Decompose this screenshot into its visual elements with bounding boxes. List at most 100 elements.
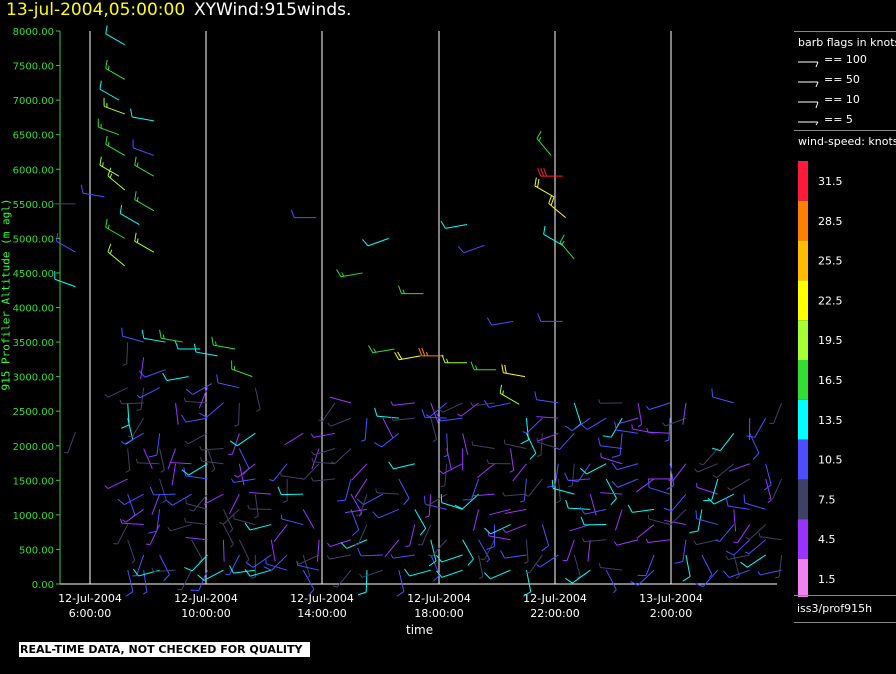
speed-legend-title: wind-speed: knots [798,135,896,148]
barb-flag [374,442,382,448]
y-tick-label: 1000.00 [13,511,54,522]
wind-barb-lower [329,396,352,404]
wind-barb [543,233,563,246]
wind-barb [134,199,155,212]
wind-barb [166,376,189,381]
barb-half-flag [183,397,186,402]
colorbar-swatch [798,280,808,321]
barb-flag [105,218,108,228]
barb-flag [308,589,315,597]
wind-barb-lower [637,402,643,425]
wind-barb-lower [124,493,144,506]
wind-barb-lower [430,417,438,440]
wind-barb-lower [398,570,405,592]
barb-flag [130,108,133,118]
wind-barb-lower [238,448,250,469]
wind-barb-lower [525,539,529,562]
barb-half-flag [230,543,234,548]
wind-barb-lower [169,461,192,465]
wind-barb-lower [702,448,719,466]
barb-legend-label: == 5 [824,113,853,126]
wind-barb-lower [737,524,751,544]
wind-barb-lower [584,539,607,543]
wind-barb-lower [344,478,352,501]
y-tick-label: 8000.00 [13,27,54,38]
barb-half-flag [136,196,139,202]
legend-separator-top [794,31,896,32]
colorbar-swatch [798,479,808,520]
wind-barb-lower [512,463,527,482]
colorbar-label: 22.5 [818,294,843,307]
wind-barb-lower [131,417,145,438]
barb-flag [163,574,170,582]
wind-barb-lower [350,509,360,531]
wind-barb-lower [712,396,734,404]
barb-half-flag [125,469,130,473]
wind-barb-lower [525,418,529,441]
wind-barb-lower [198,387,208,409]
wind-barb-lower [728,569,750,578]
barb-half-flag [432,438,437,443]
barb-half-flag [439,470,444,475]
wind-barb-lower [477,463,495,478]
barb-flag [357,591,367,596]
barb-half-flag [525,571,530,574]
quality-disclaimer: REAL-TIME DATA, NOT CHECKED FOR QUALITY [19,642,311,657]
barb-flag [743,494,746,504]
barb-flag [134,191,137,200]
barb-flag [689,530,699,534]
legend-separator-mid [794,130,896,131]
x-tick-date: 12-Jul-2004 [174,592,238,605]
barb-half-flag [327,422,331,427]
wind-barb-lower [222,508,240,525]
barb-flag [372,511,379,519]
barb-half-flag [774,576,780,579]
barb-flag [550,197,555,206]
wind-barb-lower [121,402,144,405]
wind-barb [99,164,120,177]
wind-barb-lower [364,418,368,441]
barb-flag [540,167,545,177]
barb-half-flag [568,485,573,488]
wind-barb [398,355,421,361]
wind-barb-lower [672,463,687,482]
wind-barb [99,88,120,101]
wind-barb-lower [462,433,469,455]
wind-barb-lower [336,569,352,588]
barb-half-flag [299,477,305,481]
wind-barb-lower [222,524,234,545]
wind-barb-lower [298,554,320,565]
x-tick-time: 10:00:00 [181,607,230,620]
wind-barb-lower [203,569,224,581]
wind-barb-lower [249,491,272,495]
barb-flag [216,374,219,383]
wind-barb-lower [760,569,782,576]
wind-barb-lower [107,387,128,398]
wind-barb-lower [414,509,427,529]
barb-half-flag [767,499,772,504]
barb-half-flag [310,477,314,482]
barb-half-flag [425,414,430,418]
wind-barb-lower [175,402,179,425]
wind-barb [499,392,520,405]
barb-flag [441,354,446,363]
wind-barb-lower [587,539,591,562]
barb-flag [467,558,474,566]
wind-barb [559,241,575,260]
x-tick-date: 12-Jul-2004 [523,592,587,605]
wind-barb-lower [462,493,479,510]
barb-half-flag [425,351,429,357]
colorbar-label: 28.5 [818,215,843,228]
wind-barb [491,320,514,326]
wind-barb-lower [365,570,368,593]
wind-barb-lower [381,432,400,448]
barb-flag [694,582,704,587]
wind-barb-lower [313,461,336,465]
barb-half-flag [102,162,104,167]
wind-barb-lower [137,462,160,465]
wind-barb-lower [354,478,368,498]
barb-flag [536,130,542,139]
wind-barb-lower [311,448,320,470]
wind-barb [445,224,468,229]
barb-flag [504,364,507,374]
